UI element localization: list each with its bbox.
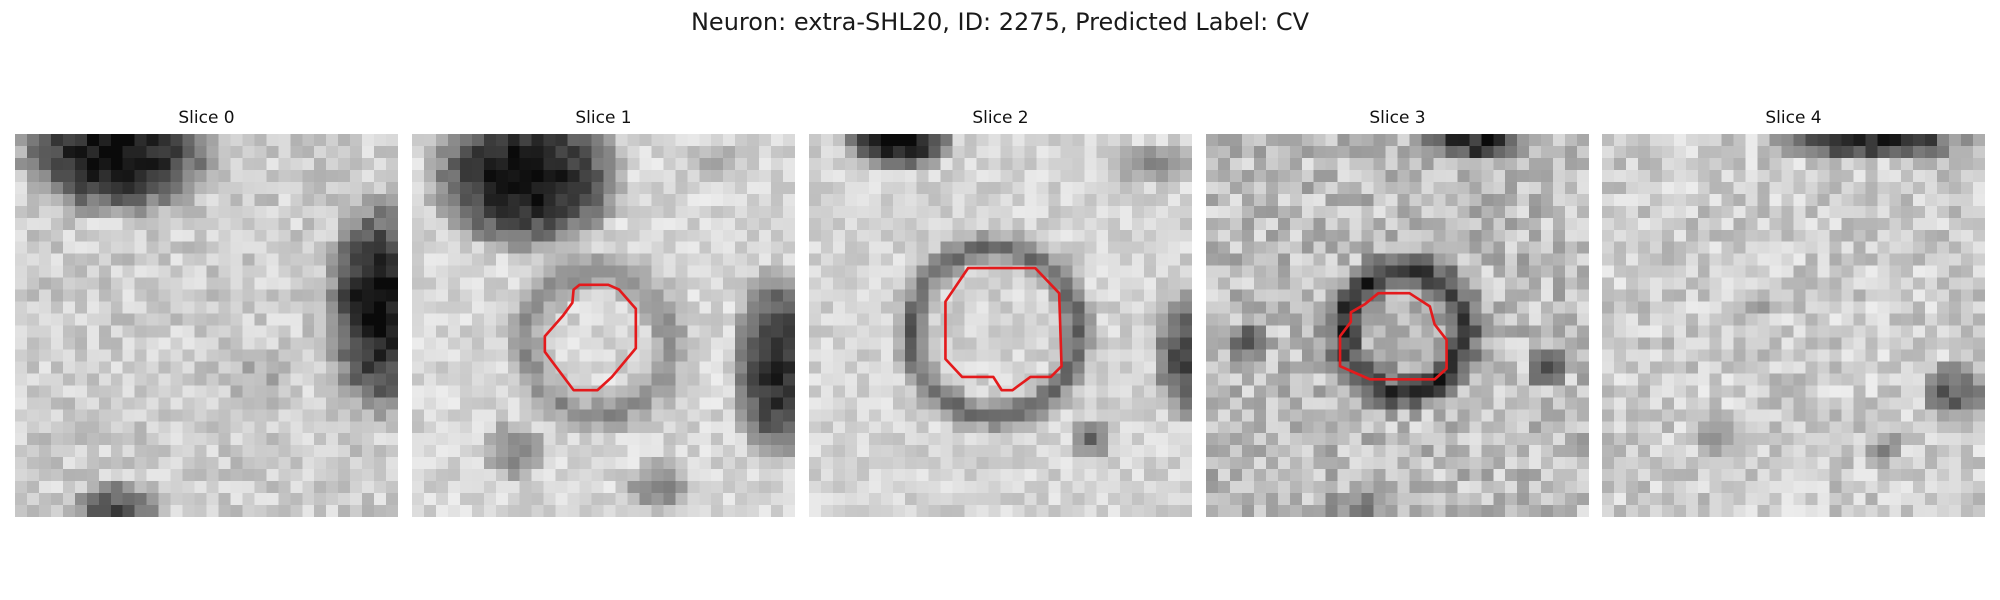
slice-image [1602,134,1985,517]
slice-image [809,134,1192,517]
slice-image [1206,134,1589,517]
panel-slice-2: Slice 2 [809,108,1192,518]
panel-slice-4: Slice 4 [1602,108,1985,518]
figure-title: Neuron: extra-SHL20, ID: 2275, Predicted… [690,8,1310,36]
segmentation-contour [944,266,1063,392]
panel-slice-0: Slice 0 [15,108,398,518]
panel-title: Slice 2 [972,108,1029,128]
slice-image [15,134,398,517]
segmentation-contour [543,283,638,392]
panel-title: Slice 3 [1369,108,1426,128]
segmentation-contour [1338,291,1448,381]
panel-title: Slice 4 [1765,108,1822,128]
panel-title: Slice 0 [178,108,235,128]
panel-title: Slice 1 [575,108,632,128]
panel-slice-1: Slice 1 [412,108,795,518]
slice-image [412,134,795,517]
panel-slice-3: Slice 3 [1206,108,1589,518]
